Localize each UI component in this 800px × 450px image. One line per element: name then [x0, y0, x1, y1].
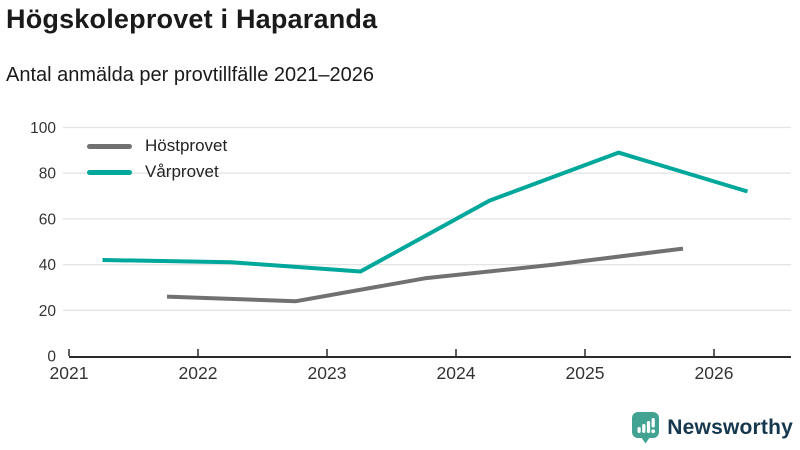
series-line-höstprovet — [166, 246, 684, 304]
newsworthy-brand-text: Newsworthy — [667, 415, 793, 439]
y-tick-label-20: 20 — [39, 303, 57, 320]
chart-subtitle: Antal anmälda per provtillfälle 2021–202… — [6, 64, 375, 86]
legend-label-varprovet: Vårprovet — [145, 162, 219, 181]
series-line-vårprovet — [102, 150, 749, 274]
chart-legend: Höstprovet Vårprovet — [87, 136, 227, 182]
x-tick-label-2023: 2023 — [308, 363, 347, 383]
page-title: Högskoleprovet i Haparanda — [6, 4, 378, 34]
y-tick-label-0: 0 — [47, 349, 56, 366]
legend-item-hostprovet: Höstprovet — [87, 136, 227, 156]
newsworthy-brand-link[interactable]: Newsworthy — [631, 411, 793, 444]
y-tick-label-60: 60 — [39, 211, 57, 228]
y-tick-label-100: 100 — [30, 120, 56, 137]
y-tick-label-40: 40 — [39, 257, 57, 274]
varprovet-line-swatch — [87, 169, 132, 175]
x-tick-label-2021: 2021 — [50, 363, 89, 383]
x-tick-label-2022: 2022 — [179, 363, 218, 383]
newsworthy-logo-icon — [632, 412, 660, 444]
x-tick-label-2026: 2026 — [695, 363, 734, 383]
legend-item-varprovet: Vårprovet — [87, 162, 227, 182]
hostprovet-line-swatch — [87, 143, 132, 149]
y-tick-label-80: 80 — [39, 166, 57, 183]
legend-label-hostprovet: Höstprovet — [145, 136, 228, 155]
x-tick-label-2024: 2024 — [437, 363, 476, 383]
x-tick-label-2025: 2025 — [566, 363, 605, 383]
